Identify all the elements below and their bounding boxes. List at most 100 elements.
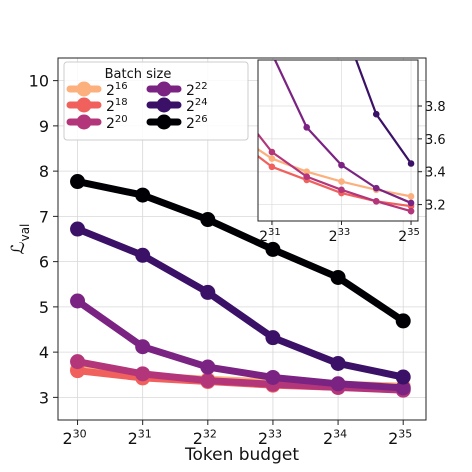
legend-label-exp: 16	[115, 81, 128, 92]
legend-label: 216	[106, 81, 128, 99]
legend-swatch-marker	[76, 114, 92, 130]
inset-data-point-2^16	[268, 155, 276, 162]
data-point-2^24	[330, 355, 346, 371]
inset-y-tick-label: 3.8	[425, 100, 446, 115]
data-point-2^26	[330, 269, 346, 285]
main-x-axis: 230 231 232 233 234 235	[62, 420, 412, 448]
legend-label-exp: 20	[115, 114, 128, 125]
y-tick-label: 4	[39, 343, 49, 362]
legend-label-base: 2	[186, 116, 195, 132]
data-point-2^24	[200, 284, 216, 300]
x-tick-label-base: 2	[62, 429, 72, 448]
inset-data-point-2^22	[407, 199, 415, 207]
data-point-2^22	[395, 380, 411, 396]
inset-data-point-2^20	[372, 197, 380, 205]
legend-label: 226	[186, 114, 208, 132]
inset-data-point-2^16	[407, 193, 415, 200]
inset-data-point-2^20	[338, 186, 345, 194]
inset-data-point-2^20	[268, 148, 276, 156]
inset-y-tick-label: 3.4	[425, 166, 446, 181]
legend-swatch-marker	[156, 81, 172, 97]
series-line-2^26	[74, 178, 407, 325]
x-tick-label-exp: 32	[203, 427, 217, 440]
x-tick-label-base: 2	[323, 429, 333, 448]
x-tick-label-base: 2	[128, 429, 138, 448]
inset-series-group	[258, 60, 415, 215]
y-tick-label: 3	[39, 388, 49, 407]
inset-data-point-2^16	[338, 178, 345, 185]
y-tick-label: 8	[39, 162, 49, 181]
legend-label-base: 2	[106, 99, 115, 115]
inset-series-line-2^24	[354, 60, 412, 165]
inset-y-axis: 3.2 3.4 3.6 3.8	[418, 100, 446, 214]
data-point-2^24	[135, 247, 151, 263]
legend-label: 220	[106, 114, 128, 132]
inset-chart: 3.23.43.63.8 231 233 235	[257, 59, 446, 245]
inset-series-line-2^22	[273, 60, 412, 204]
x-tick-label-exp: 33	[268, 427, 282, 440]
inset-x-tick-label-base: 2	[398, 229, 407, 245]
x-tick-label-base: 2	[258, 429, 268, 448]
data-point-2^20	[135, 366, 151, 382]
legend-title: Batch size	[105, 67, 172, 82]
legend-box	[63, 61, 249, 141]
legend-label: 224	[186, 97, 208, 115]
series-line-2^24	[74, 225, 407, 381]
inset-y-tick-label: 3.6	[425, 133, 446, 148]
series-line-2^22	[74, 297, 407, 392]
x-axis-label: Token budget	[184, 445, 299, 465]
inset-data-point-2^20	[303, 173, 310, 180]
legend-label: 222	[186, 81, 208, 99]
data-point-2^26	[70, 174, 86, 190]
legend-label-exp: 18	[115, 97, 128, 108]
data-point-2^24	[395, 369, 411, 385]
inset-x-tick-label-exp: 33	[338, 227, 351, 238]
legend-label: 218	[106, 97, 128, 115]
inset-data-point-2^16	[303, 168, 310, 176]
inset-x-tick-label-base: 2	[259, 229, 268, 245]
data-point-2^22	[200, 359, 216, 375]
legend-swatch-marker	[156, 114, 172, 130]
x-tick-label-exp: 30	[73, 427, 87, 440]
inset-data-point-2^22	[372, 184, 380, 192]
legend-swatch-marker	[156, 97, 172, 113]
x-tick-label: 234	[323, 427, 347, 448]
legend-label-base: 2	[186, 83, 195, 99]
main-plot-frame	[57, 57, 427, 421]
data-point-2^26	[265, 241, 281, 257]
inset-data-point-2^24	[372, 110, 380, 118]
data-point-2^20	[200, 373, 216, 389]
data-point-2^26	[135, 187, 151, 203]
x-tick-label: 230	[62, 427, 86, 448]
inset-data-point-2^22	[303, 124, 310, 131]
data-point-2^22	[135, 339, 151, 355]
x-tick-label-exp: 35	[398, 427, 412, 440]
data-point-2^26	[200, 212, 216, 228]
legend-swatch-marker	[76, 97, 92, 113]
x-tick-label: 231	[128, 427, 152, 448]
y-tick-label: 6	[39, 253, 49, 272]
inset-series-line-2^20	[258, 132, 412, 213]
legend-label-exp: 26	[195, 114, 208, 125]
data-point-2^26	[395, 313, 411, 329]
inset-x-tick-label: 233	[329, 227, 351, 245]
y-tick-label: 5	[39, 298, 49, 317]
inset-frame	[257, 59, 419, 222]
x-tick-label-base: 2	[388, 429, 398, 448]
y-axis-label-main: ℒ	[8, 241, 29, 254]
y-axis-label: ℒval	[8, 224, 32, 255]
legend-label-base: 2	[186, 99, 195, 115]
main-y-axis: 3 4 5 6 7 8 9 10	[29, 72, 58, 407]
inset-x-tick-label: 231	[259, 227, 281, 245]
inset-data-point-2^24	[407, 160, 415, 167]
legend-label-exp: 22	[195, 81, 208, 92]
inset-x-tick-label-exp: 35	[407, 227, 420, 238]
legend-label-exp: 24	[195, 97, 208, 108]
x-tick-label-exp: 31	[138, 427, 152, 440]
inset-y-tick-label: 3.2	[425, 199, 446, 214]
data-point-2^22	[330, 376, 346, 392]
inset-x-tick-label-base: 2	[329, 229, 338, 245]
x-tick-label: 232	[193, 427, 217, 448]
data-point-2^22	[70, 293, 86, 309]
